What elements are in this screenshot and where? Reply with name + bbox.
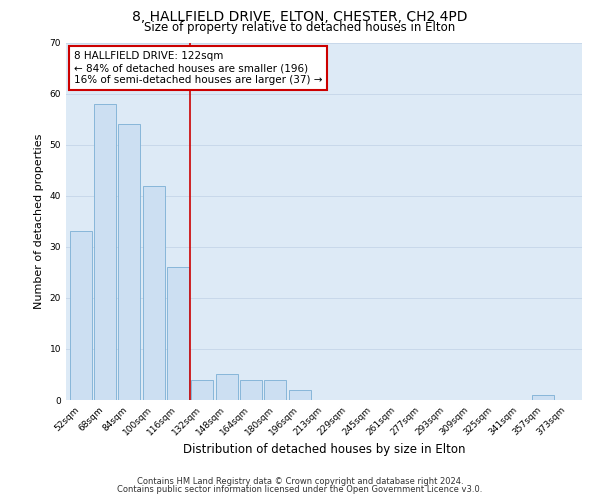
Text: Contains HM Land Registry data © Crown copyright and database right 2024.: Contains HM Land Registry data © Crown c…	[137, 477, 463, 486]
Bar	[265, 380, 286, 400]
Bar	[167, 267, 189, 400]
Text: Contains public sector information licensed under the Open Government Licence v3: Contains public sector information licen…	[118, 485, 482, 494]
Bar	[70, 232, 92, 400]
Y-axis label: Number of detached properties: Number of detached properties	[34, 134, 44, 309]
Text: 8 HALLFIELD DRIVE: 122sqm
← 84% of detached houses are smaller (196)
16% of semi: 8 HALLFIELD DRIVE: 122sqm ← 84% of detac…	[74, 52, 322, 84]
Bar	[215, 374, 238, 400]
Text: Size of property relative to detached houses in Elton: Size of property relative to detached ho…	[145, 21, 455, 34]
Text: 8, HALLFIELD DRIVE, ELTON, CHESTER, CH2 4PD: 8, HALLFIELD DRIVE, ELTON, CHESTER, CH2 …	[132, 10, 468, 24]
Bar	[191, 380, 213, 400]
Bar	[289, 390, 311, 400]
X-axis label: Distribution of detached houses by size in Elton: Distribution of detached houses by size …	[183, 442, 465, 456]
Bar	[118, 124, 140, 400]
Bar	[240, 380, 262, 400]
Bar	[532, 395, 554, 400]
Bar	[94, 104, 116, 400]
Bar	[143, 186, 164, 400]
